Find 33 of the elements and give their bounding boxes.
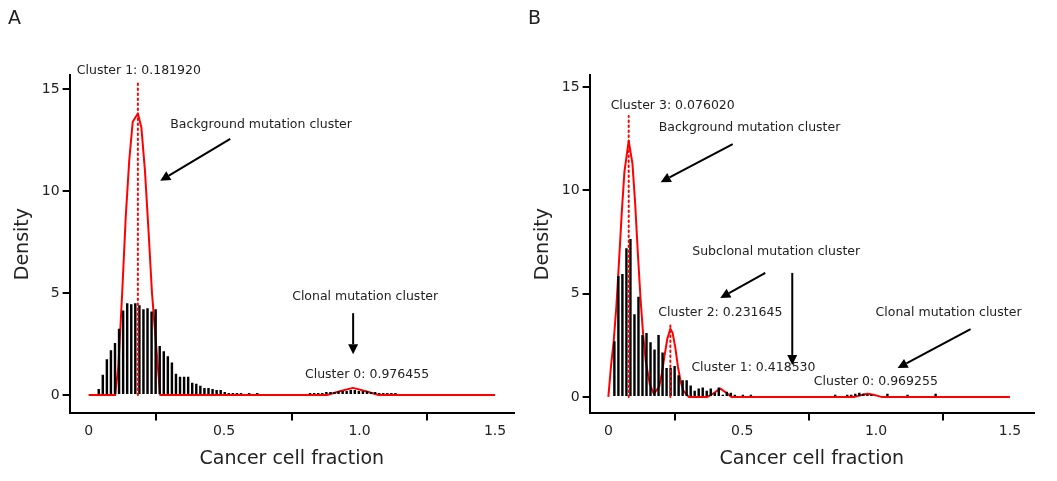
- x-tick-label: 1.5: [483, 422, 507, 439]
- chart-title: B: [528, 6, 542, 29]
- y-tick-label: 5: [570, 284, 580, 301]
- x-tick-label: 0: [603, 422, 613, 439]
- x-axis-title: Cancer cell fraction: [719, 445, 905, 468]
- x-axis-title: Cancer cell fraction: [199, 445, 385, 468]
- ref-line-label: Cluster 2: 0.231645: [658, 303, 783, 319]
- x-tick-label: 1.5: [998, 422, 1022, 439]
- ref-line-label: Cluster 1: 0.181920: [76, 62, 201, 78]
- y-tick-label: 15: [561, 77, 580, 94]
- y-tick-label: 10: [561, 181, 580, 198]
- x-tick-label: 0.5: [731, 422, 754, 439]
- y-tick-label: 10: [41, 181, 60, 198]
- chart-title: A: [8, 6, 21, 29]
- x-tick-label: 0: [84, 422, 94, 439]
- annotation: Clonal mutation cluster: [875, 304, 1023, 320]
- annotation: Background mutation cluster: [658, 119, 842, 135]
- annotation: Subclonal mutation cluster: [692, 243, 862, 259]
- annotation: Clonal mutation cluster: [292, 288, 439, 304]
- y-axis-title: Density: [530, 207, 553, 281]
- y-axis-title: Density: [10, 207, 33, 281]
- x-tick-label: 1.0: [864, 422, 888, 439]
- annotation: Cluster 0: 0.969255: [813, 373, 938, 389]
- y-tick-label: 0: [50, 385, 60, 402]
- y-tick-label: 0: [570, 387, 580, 404]
- x-tick-label: 1.0: [348, 422, 371, 439]
- annotation: Cluster 0: 0.976455: [304, 366, 430, 382]
- x-tick-label: 0.5: [212, 422, 236, 439]
- annotation: Background mutation cluster: [170, 116, 353, 132]
- y-tick-label: 15: [41, 79, 60, 96]
- y-tick-label: 5: [50, 283, 60, 300]
- annotation: Cluster 1: 0.418530: [691, 358, 816, 374]
- ref-line-label: Cluster 3: 0.076020: [610, 97, 735, 113]
